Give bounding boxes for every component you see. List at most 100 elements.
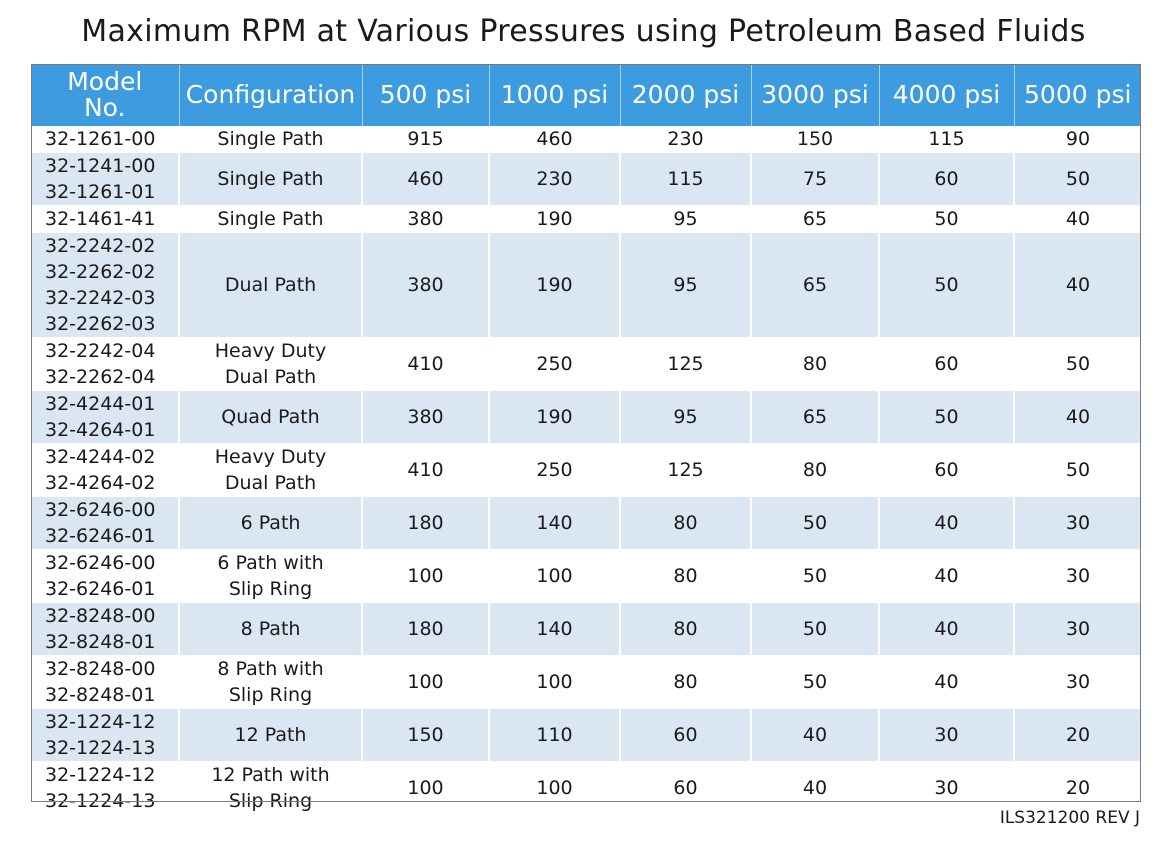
rpm-3000-psi-cell: 80: [751, 443, 880, 497]
rpm-1000-psi-cell: 190: [489, 390, 621, 444]
configuration-cell: 12 Path with Slip Ring: [179, 761, 363, 815]
table-row: 32-1241-00 32-1261-01 Single Path 460 230 115…: [31, 152, 1141, 206]
model-cell: 32-4244-02 32-4264-02: [31, 443, 180, 497]
rpm-500-psi-cell: 410: [362, 337, 490, 391]
rpm-2000-psi-cell: 95: [620, 232, 752, 338]
rpm-500-psi-cell: 380: [362, 390, 490, 444]
model-number: 32-2242-02: [45, 235, 156, 257]
rpm-1000-psi-cell: 110: [489, 708, 621, 762]
configuration-text: Quad Path: [221, 406, 320, 428]
rpm-1000-psi-cell: 250: [489, 443, 621, 497]
model-cell: 32-1461-41: [31, 205, 180, 233]
configuration-cell: Dual Path: [179, 232, 363, 338]
rpm-2000-psi-cell: 80: [620, 602, 752, 656]
rpm-2000-psi-cell: 115: [620, 152, 752, 206]
rpm-1000-psi-cell: 100: [489, 761, 621, 815]
rpm-3000-psi-cell: 50: [751, 549, 880, 603]
table-row: 32-1224-12 32-1224-13 12 Path 150 110 60 40 30 2…: [31, 708, 1141, 762]
table-row: 32-2242-04 32-2262-04 Heavy Duty Dual Path 4…: [31, 337, 1141, 391]
model-cell: 32-2242-04 32-2262-04: [31, 337, 180, 391]
rpm-5000-psi-cell: 40: [1014, 205, 1141, 233]
model-cell: 32-6246-00 32-6246-01: [31, 496, 180, 550]
model-number: 32-1224-13: [45, 737, 156, 759]
header-model: Model No.: [31, 64, 180, 126]
rpm-3000-psi-cell: 65: [751, 232, 880, 338]
rpm-2000-psi-cell: 95: [620, 390, 752, 444]
header-3000-psi: 3000 psi: [751, 64, 880, 126]
model-cell: 32-8248-00 32-8248-01: [31, 602, 180, 656]
configuration-text: 8 Path: [240, 618, 301, 640]
configuration-cell: Single Path: [179, 152, 363, 206]
rpm-3000-psi-cell: 65: [751, 390, 880, 444]
rpm-1000-psi-cell: 100: [489, 655, 621, 709]
rpm-2000-psi-cell: 80: [620, 496, 752, 550]
rpm-500-psi-cell: 915: [362, 126, 490, 153]
rpm-3000-psi-cell: 50: [751, 496, 880, 550]
rpm-3000-psi-cell: 80: [751, 337, 880, 391]
rpm-1000-psi-cell: 460: [489, 126, 621, 153]
rpm-1000-psi-cell: 190: [489, 232, 621, 338]
configuration-cell: Heavy Duty Dual Path: [179, 337, 363, 391]
configuration-cell: Heavy Duty Dual Path: [179, 443, 363, 497]
configuration-text: Dual Path: [224, 472, 317, 494]
rpm-500-psi-cell: 180: [362, 496, 490, 550]
page-title: Maximum RPM at Various Pressures using P…: [81, 14, 1086, 49]
model-cell: 32-6246-00 32-6246-01: [31, 549, 180, 603]
rpm-1000-psi-cell: 140: [489, 496, 621, 550]
configuration-cell: 6 Path with Slip Ring: [179, 549, 363, 603]
rpm-5000-psi-cell: 30: [1014, 655, 1141, 709]
rpm-2000-psi-cell: 80: [620, 655, 752, 709]
configuration-cell: 12 Path: [179, 708, 363, 762]
model-cell: 32-4244-01 32-4264-01: [31, 390, 180, 444]
model-number: 32-8248-00: [45, 605, 156, 627]
rpm-500-psi-cell: 100: [362, 761, 490, 815]
configuration-text: 6 Path: [240, 512, 301, 534]
rpm-4000-psi-cell: 30: [879, 708, 1015, 762]
model-number: 32-2242-03: [45, 287, 156, 309]
rpm-500-psi-cell: 100: [362, 655, 490, 709]
rpm-4000-psi-cell: 40: [879, 549, 1015, 603]
configuration-text: 12 Path: [234, 724, 307, 746]
rpm-5000-psi-cell: 50: [1014, 443, 1141, 497]
model-number: 32-8248-01: [45, 684, 156, 706]
rpm-500-psi-cell: 460: [362, 152, 490, 206]
table-row: 32-8248-00 32-8248-01 8 Path 180 140 80 50 40 30: [31, 602, 1141, 656]
model-number: 32-8248-01: [45, 631, 156, 653]
rpm-5000-psi-cell: 40: [1014, 390, 1141, 444]
configuration-cell: 8 Path: [179, 602, 363, 656]
header-5000-psi: 5000 psi: [1014, 64, 1141, 126]
model-number: 32-6246-01: [45, 525, 156, 547]
table-body: 32-1261-00 Single Path 915 460 230 150 115 90 32…: [31, 126, 1141, 815]
model-number: 32-4244-02: [45, 446, 156, 468]
rpm-2000-psi-cell: 80: [620, 549, 752, 603]
model-number: 32-6246-01: [45, 578, 156, 600]
rpm-5000-psi-cell: 30: [1014, 496, 1141, 550]
table-row: 32-4244-01 32-4264-01 Quad Path 380 190 95 65 5…: [31, 390, 1141, 444]
configuration-text: Dual Path: [224, 366, 317, 388]
configuration-cell: 8 Path with Slip Ring: [179, 655, 363, 709]
header-1000-psi: 1000 psi: [489, 64, 621, 126]
rpm-3000-psi-cell: 50: [751, 655, 880, 709]
table-row: 32-1461-41 Single Path 380 190 95 65 50 40: [31, 205, 1141, 233]
model-number: 32-2242-04: [45, 340, 156, 362]
rpm-5000-psi-cell: 30: [1014, 602, 1141, 656]
rpm-5000-psi-cell: 50: [1014, 337, 1141, 391]
rpm-4000-psi-cell: 60: [879, 443, 1015, 497]
model-number: 32-2262-04: [45, 366, 156, 388]
configuration-text: 6 Path with: [217, 552, 324, 574]
rpm-5000-psi-cell: 50: [1014, 152, 1141, 206]
header-2000-psi: 2000 psi: [620, 64, 752, 126]
rpm-3000-psi-cell: 150: [751, 126, 880, 153]
rpm-1000-psi-cell: 190: [489, 205, 621, 233]
rpm-4000-psi-cell: 50: [879, 205, 1015, 233]
rpm-3000-psi-cell: 40: [751, 761, 880, 815]
configuration-text: Slip Ring: [228, 684, 313, 706]
rpm-5000-psi-cell: 30: [1014, 549, 1141, 603]
rpm-4000-psi-cell: 50: [879, 390, 1015, 444]
rpm-3000-psi-cell: 75: [751, 152, 880, 206]
model-number: 32-1224-12: [45, 711, 156, 733]
rpm-500-psi-cell: 180: [362, 602, 490, 656]
model-number: 32-4264-01: [45, 419, 156, 441]
rpm-4000-psi-cell: 115: [879, 126, 1015, 153]
model-number: 32-6246-00: [45, 499, 156, 521]
